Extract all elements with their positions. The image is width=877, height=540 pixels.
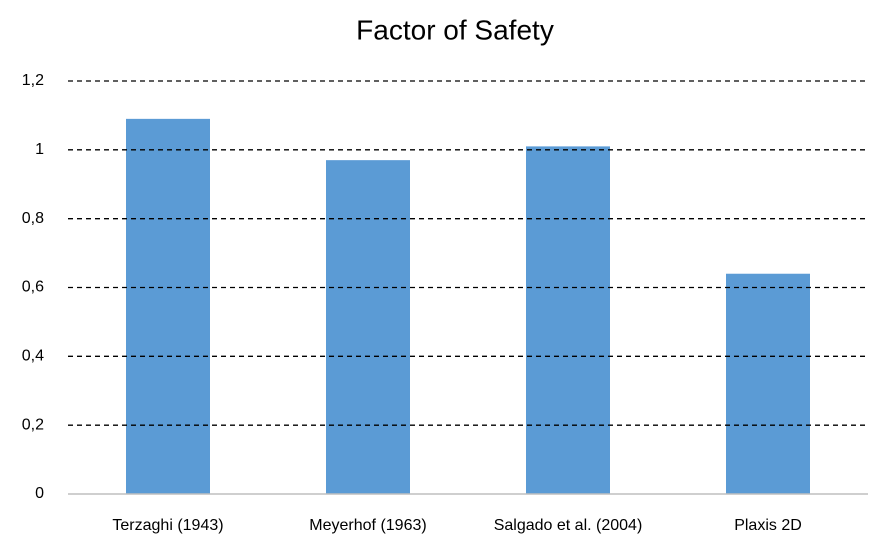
y-tick-label: 0,8 <box>22 210 44 227</box>
bar <box>526 146 610 494</box>
bar <box>326 160 410 495</box>
x-tick-label: Plaxis 2D <box>734 517 802 534</box>
chart-title: Factor of Safety <box>356 14 554 45</box>
y-tick-label: 0,6 <box>22 279 44 296</box>
y-tick-label: 0,2 <box>22 416 44 433</box>
y-tick-label: 0 <box>35 485 44 502</box>
x-tick-label: Meyerhof (1963) <box>309 517 426 534</box>
y-tick-label: 1 <box>35 141 44 158</box>
bar <box>726 273 810 494</box>
x-tick-label: Terzaghi (1943) <box>112 517 223 534</box>
y-tick-label: 1,2 <box>22 72 44 89</box>
bar <box>126 118 210 494</box>
y-tick-label: 0,4 <box>22 348 44 365</box>
x-tick-label: Salgado et al. (2004) <box>494 517 643 534</box>
